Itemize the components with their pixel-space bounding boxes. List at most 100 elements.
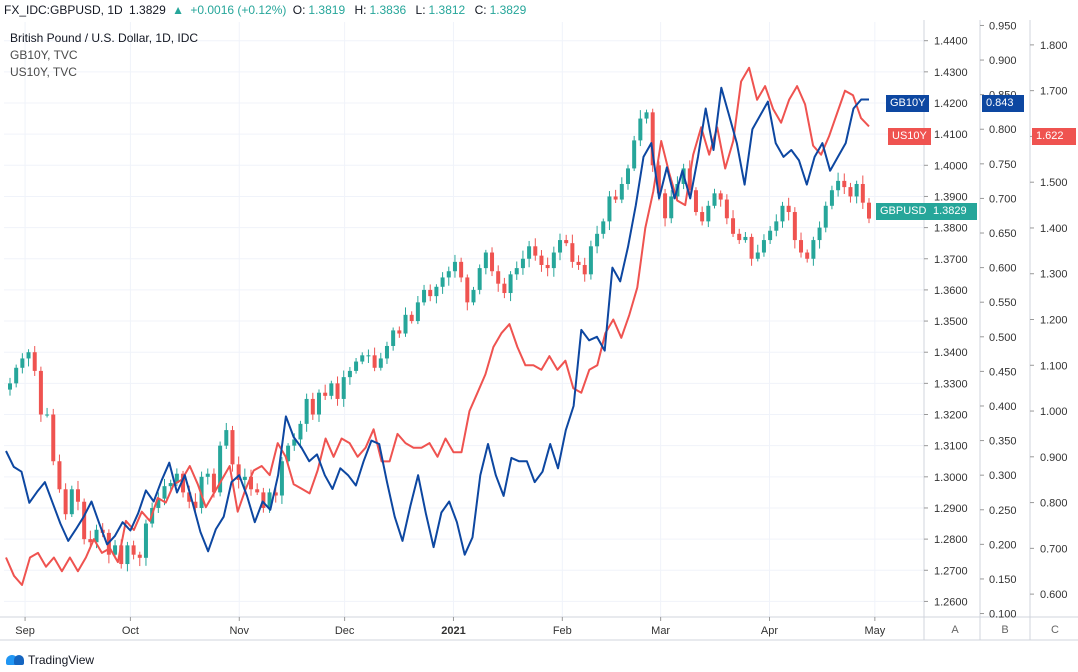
us10y-tick-label: 1.700 — [1040, 86, 1068, 98]
candle — [391, 327, 396, 351]
symbol-header: FX_IDC:GBPUSD, 1D 1.3829 ▲ +0.0016 (+0.1… — [0, 0, 1078, 20]
candle-body — [230, 430, 235, 465]
candle-body — [638, 118, 643, 141]
gb10y-tick-label: 0.300 — [989, 470, 1017, 482]
candle — [422, 284, 427, 306]
candle-body — [669, 196, 674, 219]
chart-grid — [4, 40, 924, 602]
candle-body — [391, 330, 396, 346]
candle — [341, 370, 346, 407]
candle-body — [422, 289, 427, 303]
candle — [539, 250, 544, 272]
gb10y-line — [5, 86, 869, 556]
candle-body — [113, 545, 118, 555]
candle-body — [137, 554, 142, 558]
candle — [323, 384, 328, 400]
candle — [156, 492, 161, 513]
gbpusd-tick-label: 1.4100 — [934, 129, 968, 141]
candle-body — [428, 289, 433, 297]
candle — [564, 234, 569, 247]
x-tick-label: Sep — [15, 625, 35, 637]
candle-body — [384, 345, 389, 359]
candle — [137, 551, 142, 567]
candle — [218, 441, 223, 497]
candle — [490, 247, 495, 277]
candle-body — [558, 240, 563, 253]
legend-us10y[interactable]: US10Y, TVC — [10, 65, 77, 79]
x-tick-label: Mar — [651, 625, 670, 637]
candle-body — [38, 370, 43, 415]
close-value: 1.3829 — [489, 3, 527, 17]
gbpusd-tick-label: 1.3900 — [934, 191, 968, 203]
scale-button-b[interactable]: B — [1001, 624, 1009, 636]
candle-body — [279, 461, 284, 496]
candle-body — [286, 445, 291, 462]
chart-frame — [0, 20, 1078, 641]
candle — [860, 175, 865, 209]
candle-body — [576, 261, 581, 265]
candle-body — [415, 302, 420, 322]
gbpusd-name-tag: GBPUSD — [876, 203, 931, 220]
candle — [181, 470, 186, 498]
candle — [57, 454, 62, 493]
scale-button-a[interactable]: A — [951, 624, 959, 636]
candle-body — [601, 221, 606, 234]
candle-body — [168, 483, 173, 487]
candle-body — [434, 286, 439, 297]
us10y-tick-label: 1.800 — [1040, 40, 1068, 52]
gbpusd-tick-label: 1.4300 — [934, 67, 968, 79]
candle-body — [88, 539, 93, 543]
candle — [595, 225, 600, 254]
candle-body — [75, 489, 80, 502]
candle — [848, 182, 853, 203]
candle — [242, 468, 247, 488]
symbol-name[interactable]: FX_IDC:GBPUSD, 1D — [4, 3, 123, 17]
gbpusd-tick-label: 1.3300 — [934, 378, 968, 390]
candle — [669, 190, 674, 224]
candle — [428, 284, 433, 302]
candle — [329, 380, 334, 400]
gbpusd-tick-label: 1.2600 — [934, 596, 968, 608]
candle — [570, 234, 575, 268]
candle-body — [650, 112, 655, 166]
gbpusd-axis: 1.4400 1.4300 1.4200 1.4100 1.4000 1.3900 1.38… — [924, 36, 968, 608]
open-label: O: — [292, 3, 306, 17]
tradingview-branding[interactable]: TradingView — [6, 652, 94, 668]
gbpusd-tick-label: 1.3200 — [934, 410, 968, 422]
candle-body — [644, 112, 649, 119]
candle-body — [45, 414, 50, 416]
candle-body — [323, 392, 328, 396]
candle-body — [811, 240, 816, 259]
candle-body — [125, 545, 130, 565]
candle-body — [193, 501, 198, 508]
candle-body — [632, 140, 637, 169]
candle — [514, 261, 519, 280]
candle — [471, 286, 476, 306]
candle-body — [724, 199, 729, 219]
price-change: +0.0016 (+0.12%) — [190, 3, 287, 17]
gbpusd-tick-label: 1.2700 — [934, 565, 968, 577]
candle-body — [8, 383, 12, 390]
candle — [527, 240, 532, 268]
candle-body — [218, 445, 223, 493]
us10y-axis: 1.8001.7001.6001.5001.4001.3001.2001.100… — [1030, 40, 1068, 601]
candle — [193, 493, 198, 513]
candle-body — [57, 461, 62, 490]
candle-body — [174, 473, 179, 484]
candle-body — [749, 236, 754, 259]
candle — [842, 173, 847, 195]
candle — [45, 407, 50, 418]
candle-body — [94, 529, 99, 543]
candle-body — [774, 221, 779, 231]
us10y-tick-label: 0.800 — [1040, 498, 1068, 510]
candle-body — [143, 523, 148, 558]
candle — [693, 187, 698, 216]
legend-gbpusd[interactable]: British Pound / U.S. Dollar, 1D, IDC — [10, 31, 199, 45]
scale-button-c[interactable]: C — [1051, 624, 1059, 636]
legend-gb10y[interactable]: GB10Y, TVC — [10, 48, 78, 62]
candle-body — [205, 473, 210, 477]
gb10y-tick-label: 0.350 — [989, 436, 1017, 448]
candle — [601, 218, 606, 239]
candle — [279, 457, 284, 504]
